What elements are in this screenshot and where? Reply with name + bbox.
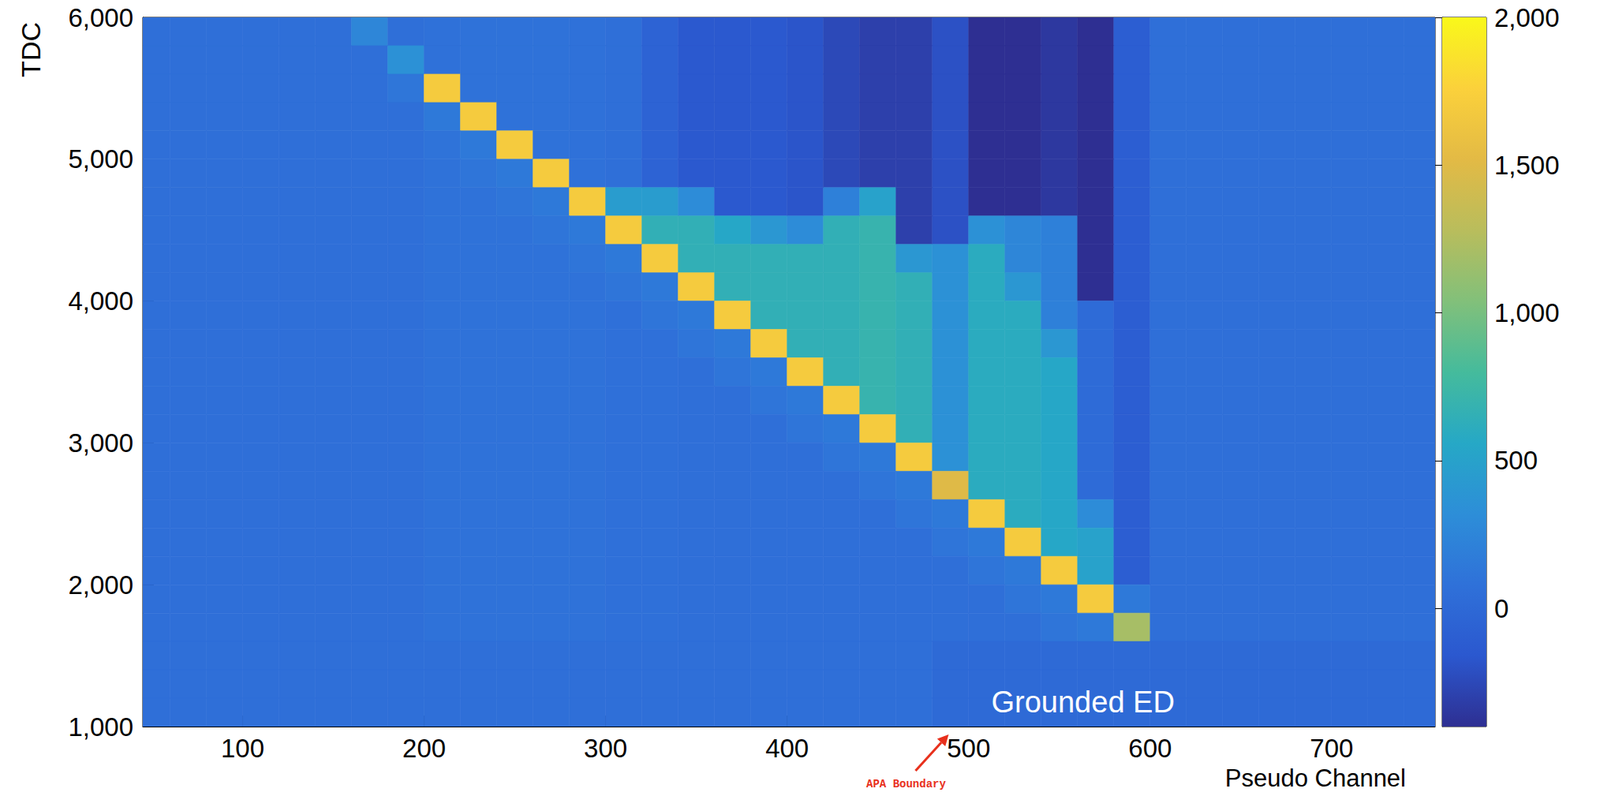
svg-text:700: 700 — [1309, 733, 1354, 763]
svg-text:5,000: 5,000 — [67, 144, 134, 174]
svg-text:1,500: 1,500 — [1494, 150, 1560, 180]
svg-text:400: 400 — [765, 733, 809, 763]
svg-text:Pseudo Channel: Pseudo Channel — [1225, 764, 1406, 793]
svg-text:APA Boundary: APA Boundary — [866, 777, 946, 791]
svg-text:1,000: 1,000 — [67, 712, 134, 742]
svg-text:300: 300 — [583, 733, 628, 763]
svg-text:3,000: 3,000 — [67, 428, 134, 458]
svg-text:Grounded ED: Grounded ED — [991, 685, 1175, 719]
svg-text:2,000: 2,000 — [67, 570, 134, 600]
svg-text:6,000: 6,000 — [67, 3, 134, 33]
svg-text:0: 0 — [1494, 594, 1509, 624]
svg-text:500: 500 — [1494, 445, 1538, 475]
svg-text:100: 100 — [220, 733, 265, 763]
svg-text:1,000: 1,000 — [1494, 298, 1560, 328]
svg-text:600: 600 — [1128, 733, 1172, 763]
svg-text:2,000: 2,000 — [1494, 3, 1560, 33]
svg-text:500: 500 — [946, 733, 991, 763]
svg-text:4,000: 4,000 — [67, 286, 134, 316]
svg-text:TDC: TDC — [15, 22, 46, 78]
svg-text:200: 200 — [402, 733, 446, 763]
